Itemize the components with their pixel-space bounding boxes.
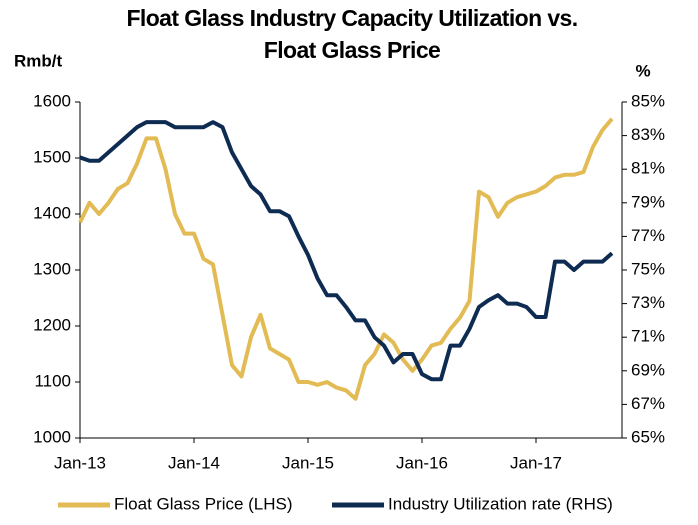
legend-label: Float Glass Price (LHS) <box>114 494 293 513</box>
y2-axis-label: % <box>635 61 650 80</box>
y-tick-label: 1400 <box>33 203 71 222</box>
series-line <box>78 117 614 401</box>
y-tick-label: 1300 <box>33 259 71 278</box>
chart-title: Float Glass Industry Capacity Utilizatio… <box>126 5 577 31</box>
chart-title: Float Glass Price <box>264 37 440 63</box>
x-tick-label: Jan-17 <box>510 453 562 472</box>
y2-tick-label: 77% <box>631 226 665 245</box>
y-tick-label: 1200 <box>33 315 71 334</box>
y2-tick-label: 85% <box>631 91 665 110</box>
y2-tick-label: 79% <box>631 192 665 211</box>
x-tick-label: Jan-14 <box>168 453 220 472</box>
y-tick-label: 1600 <box>33 91 71 110</box>
x-tick-label: Jan-16 <box>396 453 448 472</box>
x-tick-label: Jan-15 <box>282 453 334 472</box>
legend-label: Industry Utilization rate (RHS) <box>388 494 613 513</box>
y-tick-label: 1000 <box>33 427 71 446</box>
y2-tick-label: 83% <box>631 125 665 144</box>
y2-tick-label: 75% <box>631 259 665 278</box>
y2-tick-label: 69% <box>631 360 665 379</box>
y2-tick-label: 67% <box>631 394 665 413</box>
y2-tick-label: 81% <box>631 159 665 178</box>
y-tick-label: 1500 <box>33 147 71 166</box>
series-line <box>79 120 614 382</box>
y2-tick-label: 73% <box>631 293 665 312</box>
x-tick-label: Jan-13 <box>54 453 106 472</box>
y-tick-label: 1100 <box>34 371 71 390</box>
y-axis-label: Rmb/t <box>14 51 63 70</box>
y2-tick-label: 71% <box>631 327 665 346</box>
y2-tick-label: 65% <box>631 427 665 446</box>
